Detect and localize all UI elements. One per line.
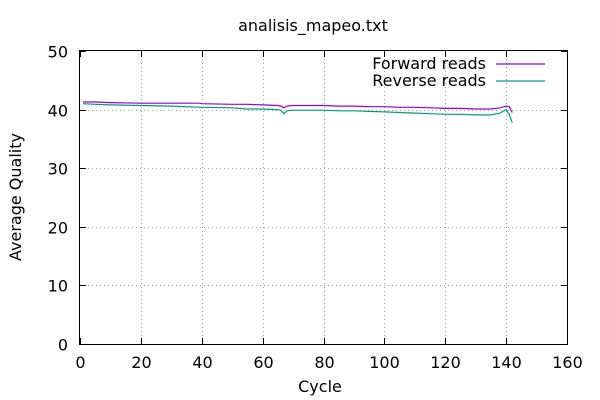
legend-label-forward-reads: Forward reads <box>372 54 486 73</box>
series-line-forward-reads <box>83 101 513 113</box>
chart-title: analisis_mapeo.txt <box>238 16 388 36</box>
x-tick-label: 80 <box>314 353 334 372</box>
x-axis-label: Cycle <box>298 377 342 396</box>
y-tick-label: 50 <box>48 43 68 62</box>
x-tick-label: 60 <box>253 353 273 372</box>
axis-ticks: 0 20 40 60 80 100 120 140 160 0 10 20 30 40 50 <box>48 43 583 373</box>
legend-label-reverse-reads: Reverse reads <box>372 71 486 90</box>
x-tick-label: 20 <box>131 353 151 372</box>
y-tick-label: 40 <box>48 102 68 121</box>
x-tick-label: 0 <box>75 353 85 372</box>
y-tick-label: 20 <box>48 219 68 238</box>
x-tick-label: 40 <box>192 353 212 372</box>
y-tick-label: 10 <box>48 277 68 296</box>
y-tick-label: 30 <box>48 160 68 179</box>
y-tick-label: 0 <box>58 336 68 355</box>
series-lines <box>82 101 513 123</box>
series-line-reverse-reads <box>82 103 513 123</box>
x-tick-label: 120 <box>430 353 461 372</box>
plot-frame <box>79 50 568 345</box>
y-axis-label: Average Quality <box>6 133 25 261</box>
x-tick-label: 100 <box>369 353 400 372</box>
grid-lines <box>80 51 567 344</box>
x-tick-label: 160 <box>552 353 583 372</box>
x-tick-label: 140 <box>491 353 522 372</box>
